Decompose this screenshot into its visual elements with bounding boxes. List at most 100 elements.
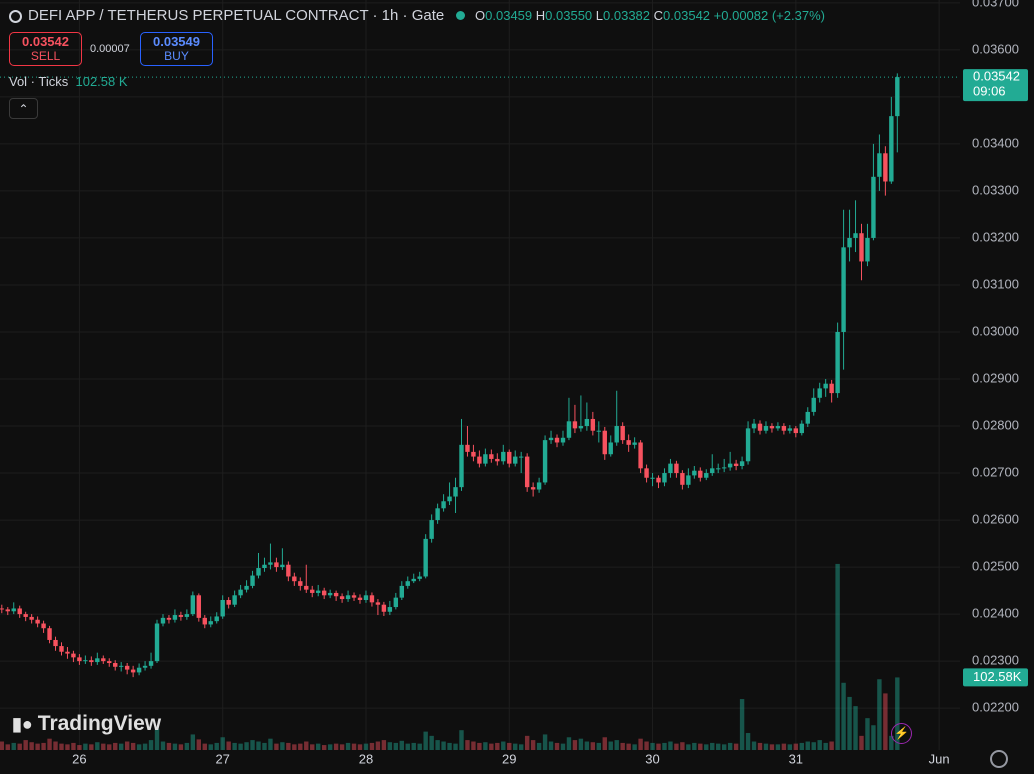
- candle-body: [710, 468, 715, 474]
- candle-body: [142, 665, 148, 668]
- candle-body: [262, 564, 267, 569]
- volume-bar: [118, 743, 124, 750]
- brand: ▮● TradingView: [12, 712, 161, 736]
- candle-body: [787, 428, 793, 431]
- volume-bar: [674, 743, 679, 750]
- high: 0.03550: [545, 8, 593, 23]
- volume-bar: [518, 744, 524, 750]
- volume-bar: [823, 742, 828, 750]
- candle-body: [214, 616, 219, 622]
- buy-label: BUY: [164, 49, 189, 63]
- volume-bar: [602, 737, 607, 750]
- volume-bar: [495, 742, 500, 750]
- candle-body: [71, 653, 76, 658]
- volume-bar: [507, 742, 512, 750]
- candle-body: [602, 430, 607, 455]
- candle-body: [280, 564, 285, 568]
- volume-bar: [113, 742, 118, 750]
- candle-body: [113, 663, 118, 667]
- volume-bar: [381, 740, 387, 750]
- candle-body: [316, 590, 321, 593]
- x-tick-label: 27: [215, 751, 229, 766]
- h-label: H: [535, 8, 546, 23]
- volume-bar: [626, 743, 631, 750]
- candle-body: [757, 423, 763, 431]
- volume-bar: [787, 744, 793, 750]
- volume-bar: [238, 743, 243, 750]
- volume-bar: [220, 737, 225, 750]
- volume-bar: [29, 742, 34, 750]
- candle-body: [704, 473, 709, 478]
- symbol[interactable]: DEFI APP / TETHERUS PERPETUAL CONTRACT ·…: [28, 7, 445, 24]
- volume-bar: [17, 743, 22, 750]
- candle-body: [465, 444, 470, 452]
- collapse-button[interactable]: ⌃: [9, 98, 38, 119]
- volume-bar: [865, 718, 870, 750]
- volume-bar: [304, 741, 309, 750]
- x-tick-label: Jun: [929, 751, 950, 766]
- sell-button[interactable]: 0.03542 SELL: [9, 32, 82, 66]
- candle-body: [889, 116, 894, 182]
- candle-body: [423, 538, 428, 577]
- candle-body: [548, 437, 554, 441]
- candle-body: [644, 468, 649, 478]
- volume-bar: [160, 741, 166, 750]
- candle-body: [513, 456, 518, 464]
- candle-body: [369, 595, 375, 603]
- candle-body: [501, 451, 506, 462]
- volume-bar: [733, 743, 739, 750]
- candle-body: [829, 383, 834, 394]
- candle-body: [698, 470, 703, 478]
- volume-bar: [632, 744, 637, 750]
- candle-body: [895, 77, 900, 117]
- volume-bar: [423, 731, 428, 750]
- lightning-button[interactable]: ⚡: [891, 723, 912, 744]
- volume-bar: [226, 741, 231, 750]
- candle-body: [77, 657, 82, 662]
- y-tick-label: 0.02800: [972, 417, 1019, 432]
- candle-body: [847, 237, 852, 248]
- volume-bar: [459, 730, 464, 750]
- volume-bar: [644, 741, 649, 750]
- buy-button[interactable]: 0.03549 BUY: [140, 32, 213, 66]
- volume-bar: [417, 743, 422, 750]
- candle-body: [596, 430, 602, 432]
- volume-bar: [71, 742, 76, 750]
- candle-body: [35, 619, 40, 624]
- volume-bar: [148, 740, 154, 750]
- volume-bar: [280, 742, 285, 750]
- y-tick-label: 0.03300: [972, 182, 1019, 197]
- volume-bar: [477, 742, 482, 750]
- l-label: L: [595, 8, 604, 23]
- candle-body: [853, 233, 858, 238]
- candle-body: [232, 595, 237, 605]
- volume-bar: [95, 742, 100, 750]
- candle-body: [0, 608, 4, 610]
- volume-bar: [298, 743, 303, 750]
- volume-bar: [596, 742, 602, 750]
- volume-bar: [321, 745, 327, 750]
- volume-bar: [692, 742, 697, 750]
- candle-body: [327, 592, 333, 596]
- candle-body: [751, 423, 757, 429]
- candle-body: [47, 628, 52, 640]
- volume-bar: [107, 744, 112, 750]
- settings-button[interactable]: [990, 750, 1008, 768]
- volume-bar: [680, 742, 685, 750]
- candle-body: [614, 426, 619, 443]
- volume-bar: [208, 744, 213, 750]
- volume-bar: [268, 738, 273, 750]
- volume-bar: [65, 744, 70, 750]
- candle-body: [429, 520, 434, 539]
- candle-body: [739, 461, 745, 466]
- volume-bar: [339, 744, 345, 750]
- volume-bar: [704, 744, 709, 750]
- candle-body: [381, 604, 387, 612]
- x-tick-label: 29: [502, 751, 516, 766]
- volume-bar: [805, 741, 810, 750]
- candle-body: [399, 585, 404, 598]
- candle-body: [823, 383, 828, 389]
- candle-body: [883, 153, 888, 182]
- volume-bar: [572, 740, 578, 750]
